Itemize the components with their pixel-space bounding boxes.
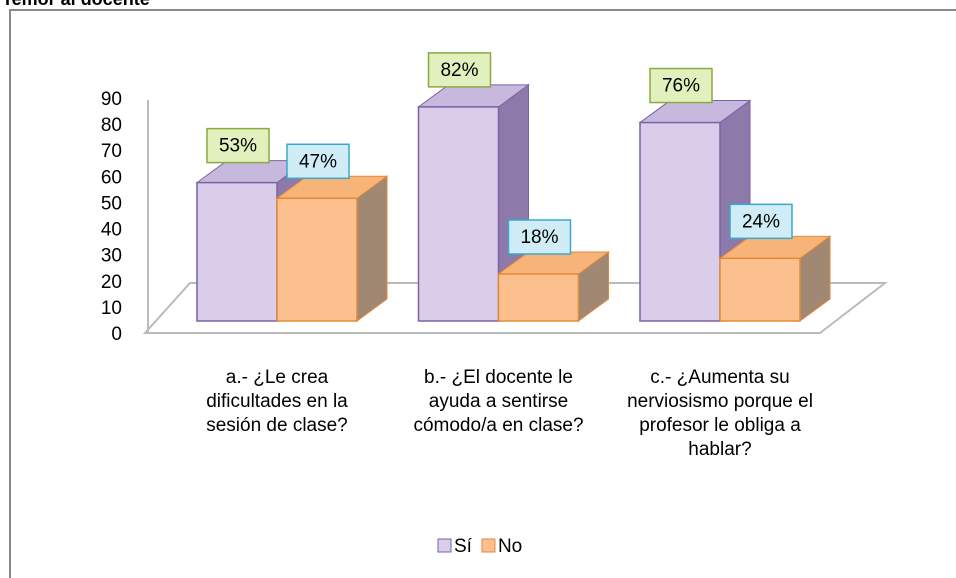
y-tick-label: 0 xyxy=(111,324,122,345)
value-label: 82% xyxy=(440,60,478,81)
value-label-box xyxy=(729,203,793,240)
x-tick-label: b.- ¿El docente le ayuda a sentirse cómo… xyxy=(413,367,584,436)
legend-swatch xyxy=(437,538,452,553)
y-tick-label: 80 xyxy=(101,115,122,136)
y-tick-label: 30 xyxy=(101,246,122,267)
bar xyxy=(276,197,358,322)
value-label-box xyxy=(507,219,572,255)
value-label: 76% xyxy=(662,76,700,97)
bar xyxy=(497,273,580,322)
value-label: 24% xyxy=(742,211,780,232)
legend-label: No xyxy=(498,536,522,557)
legend-label: Sí xyxy=(454,536,473,557)
value-label-box xyxy=(427,52,492,88)
chart-title: Temor al docente xyxy=(2,0,150,9)
x-tick-label: a.- ¿Le crea dificultades en la sesión d… xyxy=(206,367,348,436)
value-label-box xyxy=(206,127,270,164)
y-tick-label: 50 xyxy=(101,193,122,214)
value-label: 18% xyxy=(520,227,558,248)
bar-side xyxy=(356,175,388,322)
value-label-box xyxy=(286,143,350,180)
x-tick-label: c.- ¿Aumenta su nerviosismo porque el pr… xyxy=(627,367,813,460)
y-tick-label: 90 xyxy=(101,89,122,110)
y-tick-label: 70 xyxy=(101,141,122,162)
bar xyxy=(719,257,801,322)
bar xyxy=(639,121,721,322)
y-tick-label: 60 xyxy=(101,167,122,188)
y-tick-label: 10 xyxy=(101,298,122,319)
bar xyxy=(417,106,500,322)
bar xyxy=(196,181,278,322)
value-label: 47% xyxy=(299,151,337,172)
y-tick-label: 40 xyxy=(101,220,122,241)
value-label-box xyxy=(649,67,713,104)
legend-swatch xyxy=(481,538,496,553)
value-label: 53% xyxy=(219,136,257,157)
y-tick-label: 20 xyxy=(101,272,122,293)
